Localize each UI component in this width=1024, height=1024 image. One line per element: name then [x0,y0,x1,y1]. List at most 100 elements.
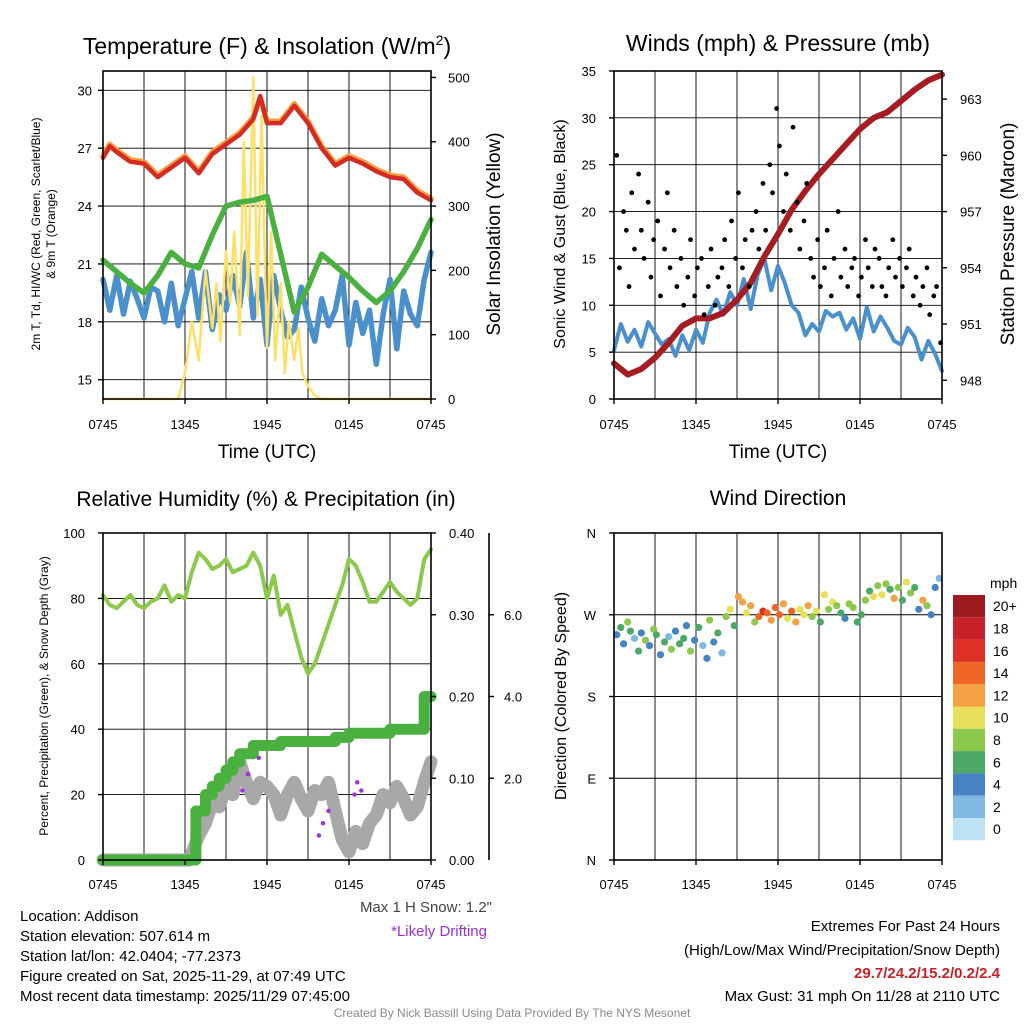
dir-y-tick-label: W [584,608,597,623]
dir-y-tick-label: N [587,526,596,541]
wind-x-tick-label: 0145 [846,417,875,432]
direction-point [870,592,878,601]
colorbar-swatch [953,773,985,796]
gust-point [835,209,841,214]
direction-point [730,622,738,630]
gust-point [664,190,670,196]
colorbar-label: 4 [993,777,1001,793]
gust-point [838,274,844,280]
precip-tick-label: 0.10 [449,771,474,786]
wind-y-label: Sonic Wind & Gust (Blue, Black) [552,119,569,348]
gust-point [685,274,691,280]
precip-tick-label: 0.30 [449,608,474,623]
direction-point [833,602,841,610]
direction-point [665,632,673,641]
gust-point [662,246,667,252]
temp-right-tick-label: 400 [448,135,470,150]
wind-right-tick-label: 951 [960,317,982,332]
gust-point [869,284,875,289]
direction-point [617,623,625,632]
direction-point [800,611,808,619]
direction-point [635,647,643,655]
gust-point [692,293,698,299]
colorbar-label: 10 [993,710,1009,726]
temp-y-label-right: Solar Insolation (Yellow) [484,132,505,335]
dir-x-tick-label: 0745 [928,877,957,892]
temp-y-tick-label: 21 [78,257,92,272]
gust-point [817,284,823,289]
latlon-text: Station lat/lon: 42.0404; -77.2373 [20,948,242,965]
dir-y-label: Direction (Colored By Speed) [553,592,570,800]
gust-point [920,284,926,289]
direction-point [841,614,849,622]
gust-point [742,237,748,243]
elevation-text: Station elevation: 507.614 m [20,928,211,945]
gust-point [614,152,620,158]
gust-point [811,274,816,280]
gust-point [831,256,837,261]
precip-tick-label: 0.40 [449,526,474,541]
direction-point [624,618,632,626]
direction-point [667,645,676,653]
direction-point [682,622,691,630]
direction-point [747,602,755,610]
direction-point [619,640,628,648]
gust-point [621,209,626,214]
direction-point [742,609,751,617]
gust-point [927,312,933,318]
series-solar-insolation [101,76,433,401]
gust-point [886,265,892,271]
gust-point [617,265,622,271]
temp-right-tick-label: 200 [448,263,470,278]
wind-y-tick-label: 30 [582,111,596,126]
rh-x-tick-label: 1345 [171,877,200,892]
direction-point [734,592,742,601]
wind-x-tick-label: 0745 [928,417,957,432]
rh-y-label: Percent, Precipitation (Green), & Snow D… [37,556,51,835]
created-text: Figure created on Sat, 2025-11-29, at 07… [20,968,346,985]
direction-point [849,603,857,612]
temp-x-tick-label: 0145 [335,417,364,432]
gust-point [632,246,637,252]
gust-point [638,227,644,233]
temp-title: Temperature (F) & Insolation (W/m2) [83,32,451,59]
gust-point [890,237,896,243]
direction-point [656,651,665,659]
direction-point [763,609,771,617]
wind-y-tick-label: 25 [582,158,596,173]
colorbar-swatch [953,728,985,752]
direction-point [837,609,845,617]
wind-y-label-right: Station Pressure (Maroon) [998,123,1019,346]
wind-ticks: 0 5 10 15 20 25 30 35 948 951 954 957 960 963 0745 1345… [582,64,982,432]
temp-y-tick-label: 27 [78,141,92,156]
gust-point [913,274,919,280]
direction-panel: Wind Direction N E S W N 0745 1345 1945 0145 0745… [553,487,1017,892]
dir-title: Wind Direction [710,487,847,510]
direction-point [738,598,747,606]
drifting-point [316,833,322,838]
gust-point [776,143,782,149]
rh-x-tick-label: 0745 [89,877,118,892]
temp-y-label-line2: & 9m T (Orange) [44,189,58,279]
direction-point [804,602,812,610]
gust-point [824,227,830,233]
colorbar-swatch [953,751,985,774]
wind-x-label: Time (UTC) [729,442,828,463]
direction-point [927,611,935,619]
direction-point [923,602,931,610]
direction-point [718,649,726,657]
gust-point [715,274,721,280]
gust-point [708,246,714,252]
wind-right-tick-label: 960 [960,148,982,163]
gust-point [760,181,766,186]
gust-point [763,227,769,233]
gust-point [845,284,851,289]
wind-x-tick-label: 1945 [764,417,793,432]
direction-point [824,605,833,613]
direction-point [755,612,763,621]
gust-point [849,265,855,271]
temp-x-tick-label: 1345 [171,417,200,432]
temperature-panel: Temperature (F) & Insolation (W/m2) 15 18… [29,32,505,463]
direction-point [878,591,886,599]
